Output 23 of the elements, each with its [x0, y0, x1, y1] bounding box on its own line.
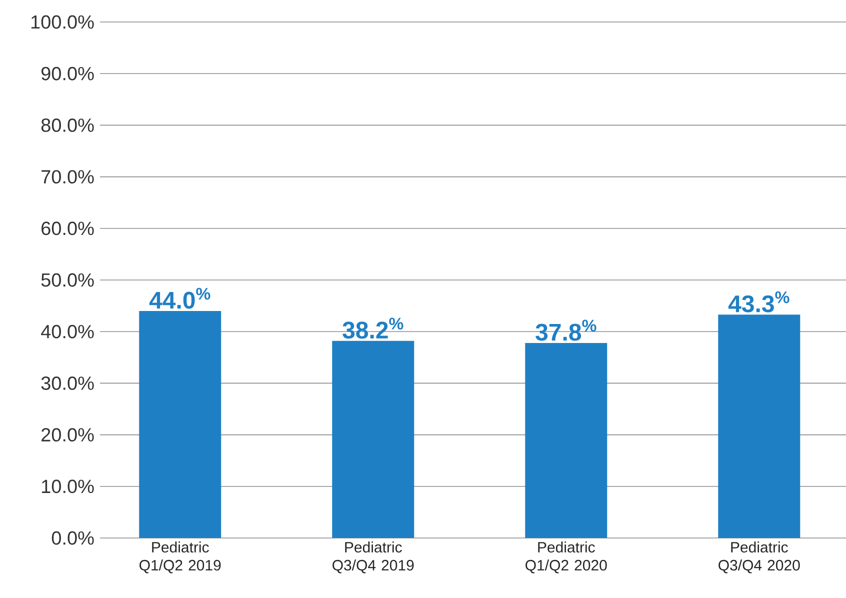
y-tick-label: 100.0%: [31, 15, 94, 29]
bar: [139, 310, 222, 538]
y-tick-label: 0.0%: [52, 531, 94, 545]
y-tick-label: 50.0%: [41, 273, 94, 287]
y-tick-label: 20.0%: [42, 428, 94, 442]
y-tick-label: 30.0%: [41, 376, 94, 390]
bar: [525, 342, 608, 538]
y-tick-label: 10.0%: [42, 480, 94, 494]
y-tick-label: 90.0%: [41, 66, 94, 80]
y-tick-label: 40.0%: [41, 324, 94, 338]
x-tick-label: Pediatric Q1/Q2 2019: [140, 542, 221, 574]
bar: [332, 340, 414, 538]
x-tick-label: Pediatric Q1/Q2 2020: [526, 542, 607, 574]
data-label: 44.0$^{%}$: [149, 288, 210, 309]
bar: [718, 314, 800, 538]
x-tick-label: Pediatric Q3/Q4 2019: [332, 542, 414, 574]
x-tick-label: Pediatric Q3/Q4 2020: [718, 542, 800, 574]
data-label: 38.2$^{%}$: [342, 318, 404, 339]
y-tick-label: 60.0%: [42, 222, 94, 236]
data-label: 37.8$^{%}$: [536, 320, 596, 341]
y-tick-label: 80.0%: [41, 118, 94, 132]
data-label: 43.3$^{%}$: [728, 291, 790, 312]
y-tick-label: 70.0%: [42, 170, 94, 184]
